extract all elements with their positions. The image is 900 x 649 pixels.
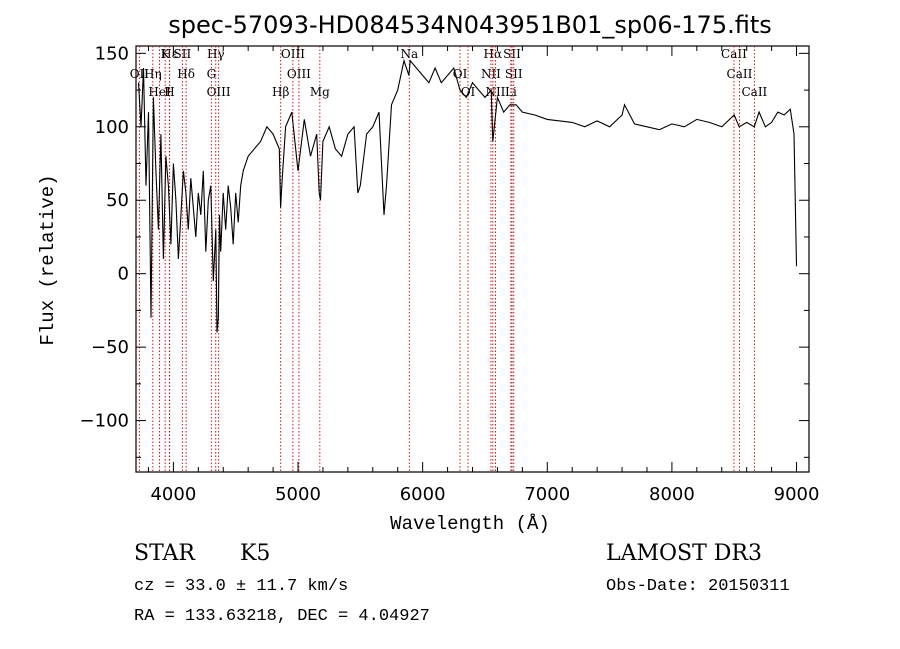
line-marker-label: Hγ: [207, 47, 225, 61]
line-marker-label: G: [207, 67, 217, 81]
redshift-text: cz = 33.0 ± 11.7 km/s: [134, 577, 348, 596]
line-marker-label: Hα: [484, 47, 503, 61]
line-marker-label: CaII: [741, 85, 767, 99]
y-tick-label: 150: [95, 43, 129, 64]
x-tick-label: 9000: [774, 484, 820, 505]
y-tick-label: 50: [106, 190, 129, 211]
chart-title: spec-57093-HD084534N043951B01_sp06-175.f…: [168, 11, 772, 39]
line-marker-label: Na: [400, 47, 418, 61]
line-marker-label: SII: [503, 47, 521, 61]
line-marker-label: OIII: [207, 85, 231, 99]
line-markers: HεOIIHeIKHηHSIIHδOIIIHγGHβOIIIOIIIMgNaOI…: [130, 46, 768, 472]
axis-ticks: 4000 5000 6000 7000 8000 9000 −100 −50 0 50 100 150: [80, 43, 820, 505]
y-tick-label: 100: [95, 117, 129, 138]
line-marker-label: OII: [130, 67, 150, 81]
line-marker-label: K: [161, 47, 171, 61]
line-marker-label: Hδ: [177, 67, 195, 81]
x-tick-label: 7000: [524, 484, 570, 505]
line-marker-label: SII: [174, 47, 192, 61]
x-axis-label: Wavelength (Å): [390, 513, 550, 535]
line-marker-label: Hη: [144, 67, 162, 81]
x-tick-label: 6000: [400, 484, 446, 505]
spectrum-line: [137, 58, 798, 333]
line-marker-label: OIII: [281, 47, 305, 61]
plot-frame: [135, 45, 810, 473]
line-marker-label: Hβ: [272, 85, 289, 99]
x-tick-label: 4000: [150, 484, 196, 505]
line-marker-label: NII: [485, 85, 505, 99]
line-marker-label: CaII: [721, 47, 747, 61]
y-tick-label: −100: [80, 411, 129, 432]
line-marker-label: OIII: [287, 67, 311, 81]
line-marker-label: H: [164, 85, 174, 99]
y-tick-label: −50: [91, 337, 129, 358]
line-marker-label: SII: [505, 67, 523, 81]
y-tick-label: 0: [118, 264, 129, 285]
observation-date: Obs-Date: 20150311: [606, 577, 790, 596]
x-tick-label: 8000: [649, 484, 695, 505]
y-axis-label: Flux (relative): [37, 174, 59, 345]
line-marker-label: Mg: [310, 85, 330, 99]
object-class: STAR: [134, 541, 196, 566]
object-subclass: K5: [240, 541, 270, 566]
line-marker-label: NII: [481, 67, 501, 81]
x-tick-label: 5000: [275, 484, 321, 505]
coordinates-text: RA = 133.63218, DEC = 4.04927: [134, 607, 430, 626]
line-marker-label: CaII: [727, 67, 753, 81]
survey-name: LAMOST DR3: [606, 541, 762, 566]
line-marker-label: Li: [505, 85, 517, 99]
